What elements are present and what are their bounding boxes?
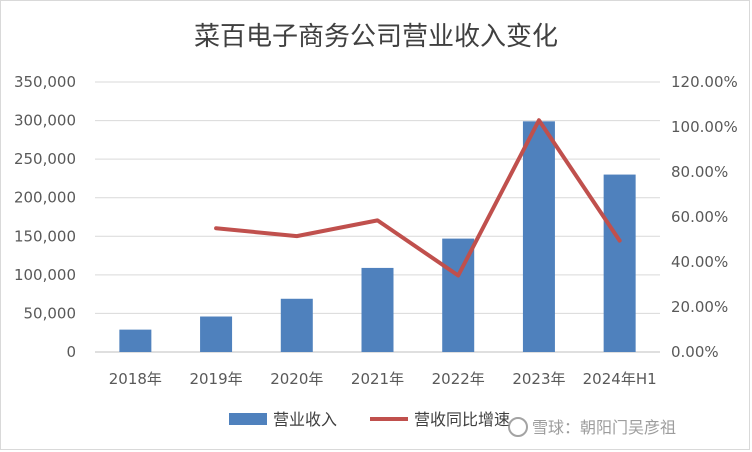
snowball-logo-icon (508, 417, 528, 437)
bar (361, 267, 394, 352)
right-tick-label: 0.00% (671, 343, 719, 361)
x-tick-label: 2019年 (189, 370, 242, 388)
legend: 营业收入 营收同比增速 (229, 410, 510, 429)
left-tick-label: 150,000 (14, 227, 76, 245)
bar (200, 316, 233, 352)
x-axis-ticks: 2018年 2019年 2020年 2021年 2022年 2023年 2024年H1 (109, 370, 657, 388)
x-tick-label: 2022年 (432, 370, 485, 388)
chart-title: 菜百电子商务公司营业收入变化 (194, 22, 558, 52)
right-tick-label: 20.00% (671, 298, 728, 316)
bar (119, 329, 152, 352)
left-axis-ticks: 0 50,000 100,000 150,000 200,000 250,000 300,0… (14, 73, 76, 361)
legend-label-growth: 营收同比增速 (414, 410, 510, 429)
left-tick-label: 50,000 (24, 304, 77, 322)
watermark-text: 雪球：朝阳门吴彦祖 (532, 418, 676, 437)
right-tick-label: 40.00% (671, 253, 728, 271)
right-tick-label: 80.00% (671, 163, 728, 181)
growth-line (214, 118, 622, 278)
legend-swatch-revenue (229, 413, 267, 425)
left-tick-label: 350,000 (14, 73, 76, 91)
right-axis-ticks: 0.00% 20.00% 40.00% 60.00% 80.00% 100.00% 120.… (671, 73, 738, 361)
legend-label-revenue: 营业收入 (273, 410, 337, 429)
x-tick-label: 2018年 (109, 370, 162, 388)
bar (603, 174, 636, 352)
left-tick-label: 300,000 (14, 112, 76, 130)
x-tick-label: 2023年 (512, 370, 565, 388)
left-tick-label: 0 (66, 343, 76, 361)
left-tick-label: 250,000 (14, 150, 76, 168)
bar-series (119, 121, 636, 352)
bar (522, 121, 555, 352)
x-tick-label: 2024年H1 (583, 370, 657, 388)
left-tick-label: 100,000 (14, 266, 76, 284)
left-tick-label: 200,000 (14, 189, 76, 207)
line-series (214, 118, 622, 278)
gridlines (95, 81, 660, 353)
bar (280, 298, 313, 352)
x-tick-label: 2021年 (351, 370, 404, 388)
right-tick-label: 60.00% (671, 208, 728, 226)
watermark: 雪球：朝阳门吴彦祖 (508, 417, 676, 437)
x-tick-label: 2020年 (270, 370, 323, 388)
right-tick-label: 120.00% (671, 73, 738, 91)
right-tick-label: 100.00% (671, 118, 738, 136)
